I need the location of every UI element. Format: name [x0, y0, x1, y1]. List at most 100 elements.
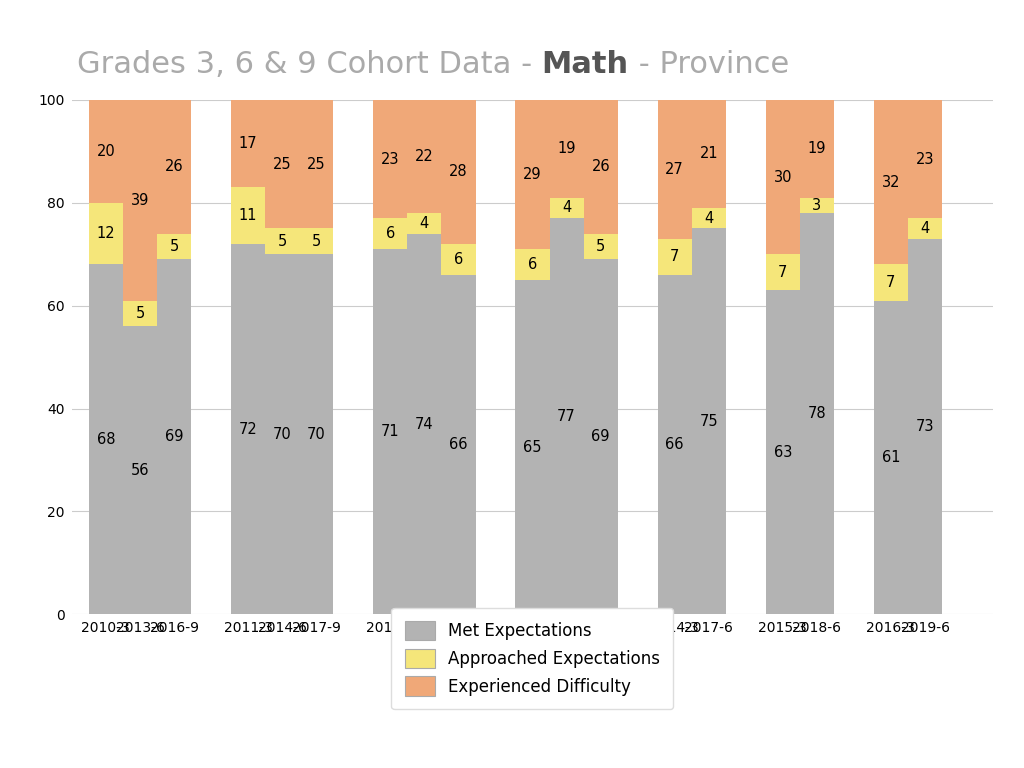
- Bar: [692, 208, 726, 228]
- Text: 4: 4: [705, 210, 714, 226]
- Bar: [584, 233, 617, 260]
- Text: 72: 72: [239, 422, 257, 437]
- Bar: [373, 218, 408, 249]
- Bar: [157, 233, 191, 260]
- Text: 6: 6: [454, 252, 463, 266]
- Text: 70: 70: [272, 427, 292, 442]
- Bar: [231, 100, 265, 187]
- Text: 61: 61: [882, 450, 900, 465]
- Text: 56: 56: [131, 463, 150, 478]
- Text: 5: 5: [169, 239, 179, 254]
- Bar: [550, 218, 584, 614]
- Text: 25: 25: [307, 157, 326, 172]
- Text: 71: 71: [381, 424, 399, 439]
- Text: 75: 75: [699, 414, 718, 429]
- Text: 68: 68: [96, 432, 115, 447]
- Bar: [584, 100, 617, 233]
- Text: 19: 19: [557, 141, 575, 156]
- Text: 23: 23: [381, 151, 399, 167]
- Bar: [265, 229, 299, 254]
- Text: 7: 7: [886, 275, 896, 290]
- Bar: [123, 326, 157, 614]
- Bar: [550, 100, 584, 197]
- Bar: [265, 254, 299, 614]
- Text: 20: 20: [96, 144, 115, 159]
- Bar: [265, 100, 299, 228]
- Bar: [800, 213, 834, 614]
- Text: Grades 3, 6 & 9 Cohort Data -: Grades 3, 6 & 9 Cohort Data -: [77, 50, 542, 79]
- Bar: [800, 197, 834, 213]
- Bar: [873, 300, 908, 614]
- Text: 74: 74: [415, 416, 434, 432]
- Bar: [766, 290, 800, 614]
- Text: 39: 39: [131, 193, 150, 207]
- Bar: [123, 300, 157, 326]
- Bar: [89, 100, 123, 203]
- Text: 4: 4: [921, 221, 930, 236]
- Text: 7: 7: [778, 265, 787, 280]
- Text: 63: 63: [773, 445, 792, 460]
- Bar: [408, 100, 441, 213]
- Bar: [657, 275, 692, 614]
- Text: 66: 66: [450, 437, 468, 452]
- Bar: [873, 100, 908, 264]
- Bar: [441, 100, 475, 244]
- Bar: [515, 100, 550, 249]
- Text: 6: 6: [527, 257, 538, 272]
- Text: 22: 22: [415, 149, 434, 164]
- Text: 4: 4: [420, 216, 429, 231]
- Text: 19: 19: [808, 141, 826, 156]
- Bar: [441, 244, 475, 275]
- Bar: [873, 264, 908, 300]
- Text: 23: 23: [915, 151, 934, 167]
- Bar: [515, 280, 550, 614]
- Bar: [373, 100, 408, 218]
- Text: 26: 26: [592, 159, 610, 174]
- Bar: [299, 229, 334, 254]
- Bar: [908, 100, 942, 218]
- Text: 4: 4: [562, 200, 571, 215]
- Bar: [766, 254, 800, 290]
- Text: 65: 65: [523, 439, 542, 455]
- Text: 66: 66: [666, 437, 684, 452]
- Text: 21: 21: [699, 147, 718, 161]
- Text: 5: 5: [135, 306, 144, 321]
- Text: 28: 28: [450, 164, 468, 180]
- Bar: [408, 233, 441, 614]
- Bar: [299, 254, 334, 614]
- Bar: [692, 228, 726, 614]
- Text: 12: 12: [96, 226, 115, 241]
- Text: 25: 25: [272, 157, 292, 172]
- Bar: [157, 260, 191, 614]
- Bar: [89, 203, 123, 264]
- Text: 29: 29: [523, 167, 542, 182]
- Text: 5: 5: [311, 233, 321, 249]
- Text: 5: 5: [278, 233, 287, 249]
- Bar: [231, 244, 265, 614]
- Text: 6: 6: [386, 226, 395, 241]
- Bar: [766, 100, 800, 254]
- Bar: [157, 100, 191, 233]
- Bar: [657, 239, 692, 275]
- Text: 7: 7: [670, 250, 679, 264]
- Bar: [584, 260, 617, 614]
- Legend: Met Expectations, Approached Expectations, Experienced Difficulty: Met Expectations, Approached Expectation…: [391, 608, 674, 709]
- Bar: [408, 213, 441, 233]
- Bar: [908, 218, 942, 239]
- Bar: [800, 100, 834, 197]
- Text: 26: 26: [165, 159, 183, 174]
- Text: 17: 17: [239, 136, 257, 151]
- Bar: [299, 100, 334, 228]
- Bar: [123, 100, 157, 300]
- Text: 30: 30: [773, 170, 792, 184]
- Text: 69: 69: [592, 429, 610, 445]
- Text: 70: 70: [307, 427, 326, 442]
- Bar: [515, 249, 550, 280]
- Text: 77: 77: [557, 409, 575, 424]
- Bar: [89, 264, 123, 614]
- Text: 73: 73: [915, 419, 934, 434]
- Text: 5: 5: [596, 239, 605, 254]
- Text: 78: 78: [808, 406, 826, 421]
- Bar: [231, 187, 265, 244]
- Bar: [373, 249, 408, 614]
